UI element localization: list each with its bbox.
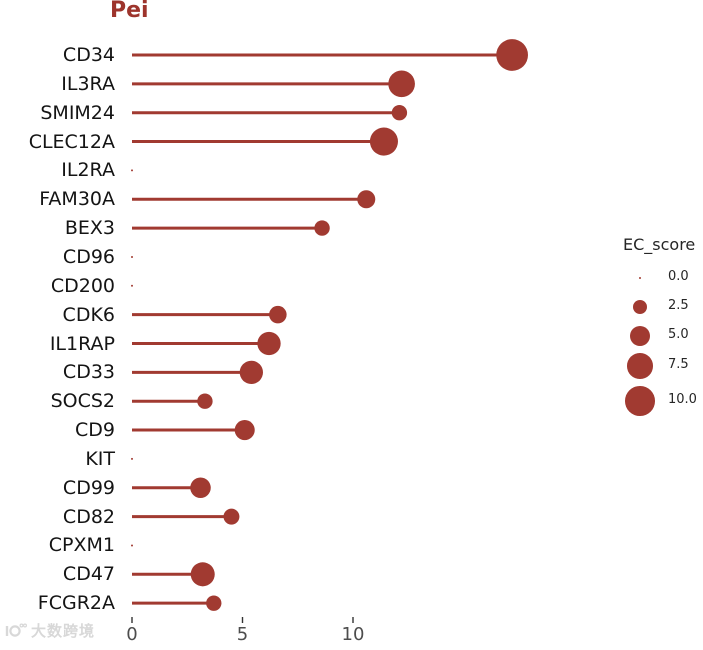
legend-dot [625, 386, 655, 416]
lollipop-dot [369, 127, 398, 156]
x-axis-tick-label: 0 [126, 624, 138, 645]
lollipop-dot [206, 595, 222, 611]
lollipop-dot [314, 220, 330, 236]
gene-label: CDK6 [62, 303, 115, 326]
legend-label: 5.0 [668, 327, 689, 342]
lollipop-dot [131, 284, 133, 287]
gene-label: CD82 [62, 505, 115, 528]
gene-label: CPXM1 [48, 534, 115, 557]
lollipop-dot [131, 169, 133, 172]
lollipop-dot [257, 331, 281, 356]
legend-dot [629, 325, 651, 347]
gene-label: CD34 [62, 44, 115, 66]
gene-label: CD99 [62, 476, 115, 499]
lollipop-dot [190, 562, 215, 587]
watermark: 大数跨境 [3, 620, 95, 641]
watermark-text: 大数跨境 [31, 622, 96, 640]
legend-label: 2.5 [668, 298, 689, 313]
legend-dot [639, 277, 641, 279]
legend-label: 10.0 [668, 392, 697, 407]
gene-label: IL2RA [61, 159, 115, 182]
lollipop-dot [357, 190, 376, 209]
lollipop-dot [388, 70, 415, 98]
lollipop-dot [496, 39, 528, 71]
gene-label: KIT [85, 447, 115, 470]
lollipop-dot [234, 420, 255, 441]
legend-title: EC_score [623, 235, 696, 254]
lollipop-dot [197, 393, 213, 409]
gene-label: SMIM24 [40, 101, 115, 124]
gene-label: FAM30A [39, 188, 115, 211]
legend-dot [632, 299, 648, 315]
lollipop-dot [131, 457, 133, 460]
gene-label: CLEC12A [28, 130, 115, 153]
chart-title: Pei [110, 0, 149, 23]
lollipop-dot [190, 477, 211, 499]
watermark-logo-icon [3, 622, 27, 640]
lollipop-dot [269, 305, 287, 324]
gene-label: IL3RA [61, 72, 115, 95]
gene-label: CD96 [62, 245, 115, 268]
lollipop-dot [239, 360, 263, 385]
legend-label: 7.5 [668, 357, 689, 372]
x-axis-tick-label: 5 [236, 624, 249, 645]
legend-dot [627, 353, 653, 379]
gene-label: CD200 [50, 274, 115, 297]
gene-label: CD33 [62, 361, 115, 384]
size-legend: EC_score 0.0 2.5 5.0 7.5 10.0 [620, 235, 703, 430]
lollipop-dot [131, 255, 133, 258]
gene-label: CD47 [62, 563, 115, 586]
lollipop-dot [391, 105, 408, 121]
gene-label: BEX3 [64, 217, 115, 240]
gene-label: CD9 [75, 419, 115, 442]
lollipop-dot [131, 544, 133, 547]
gene-label: FCGR2A [37, 592, 115, 615]
x-axis-tick-label: 10 [341, 624, 365, 645]
gene-label: IL1RAP [49, 332, 115, 355]
gene-label: SOCS2 [50, 390, 115, 413]
lollipop-dot [223, 508, 240, 525]
legend-label: 0.0 [668, 269, 689, 284]
